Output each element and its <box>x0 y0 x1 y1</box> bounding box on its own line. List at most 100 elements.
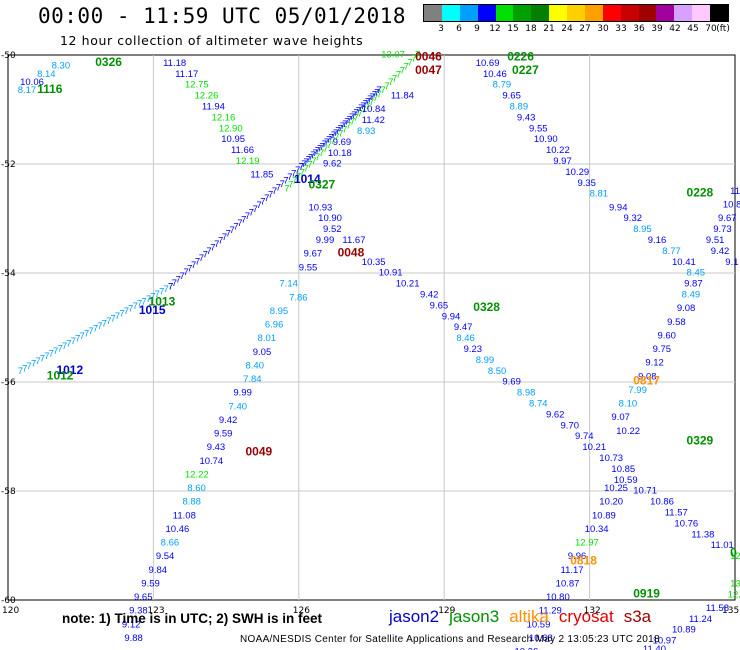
track-mark: 7 <box>334 132 339 143</box>
legend-jason3: jason3 <box>449 607 500 626</box>
swh-values: 8.308.1410.068.1711.1811.1712.7512.2611.… <box>18 50 740 650</box>
track-mark: 7 <box>53 346 58 357</box>
color-swatch <box>549 5 567 21</box>
swh-value: 12.16 <box>212 112 236 123</box>
swh-value: 9.55 <box>299 262 318 273</box>
swh-value: 9.69 <box>502 377 521 388</box>
track-mark: 7 <box>110 314 115 325</box>
track-mark: 7 <box>344 117 349 128</box>
track-mark: 7 <box>57 343 62 354</box>
track-mark: 7 <box>18 366 23 377</box>
track-mark: 7 <box>222 232 227 243</box>
color-scale-label: 36 <box>633 24 645 34</box>
swh-value: 9.62 <box>323 159 342 170</box>
track-mark: 7 <box>301 159 306 170</box>
track-mark: 7 <box>288 179 293 190</box>
lat-tick-label: -52 <box>1 160 16 170</box>
swh-value: 9.69 <box>333 137 352 148</box>
swh-value: 8.95 <box>633 224 652 235</box>
swh-value: 9.67 <box>718 213 737 224</box>
time-label: 1012 <box>47 368 74 382</box>
track-mark: 7 <box>191 260 196 271</box>
track-mark: 7 <box>326 135 331 146</box>
swh-value: 9.1 <box>725 257 738 268</box>
swh-value: 11.17 <box>561 565 584 576</box>
swh-value: 10.71 <box>633 486 657 497</box>
swh-value: 9.12 <box>645 358 664 369</box>
swh-value: 9.54 <box>156 551 175 562</box>
swh-value: 10.89 <box>672 625 696 636</box>
color-scale-labels: 3 6 9 12 15 18 21 24 27 30 33 36 39 42 45 70 (ft) <box>423 22 730 36</box>
track-mark: 7 <box>260 197 265 208</box>
swh-value: 8.01 <box>258 333 277 344</box>
swh-value: 9.88 <box>124 633 143 644</box>
swh-value: 11.94 <box>202 102 225 113</box>
swh-value: 11.38 <box>691 529 714 540</box>
swh-value: 9.96 <box>568 551 587 562</box>
track-mark: 7 <box>351 110 356 121</box>
track-mark: 7 <box>369 97 374 108</box>
track-mark: 7 <box>411 54 416 65</box>
swh-value: 8.95 <box>270 306 289 317</box>
swh-value: 10.97 <box>653 636 677 647</box>
swh-value: 10.46 <box>166 524 190 535</box>
swh-value: 8.74 <box>529 399 548 410</box>
track-mark: 7 <box>308 152 313 163</box>
track-mark: 7 <box>319 141 324 152</box>
swh-value: 8.89 <box>510 102 529 113</box>
swh-value: 10.91 <box>379 268 403 279</box>
lat-tick-label: -58 <box>1 487 16 497</box>
swh-value: 9.84 <box>149 565 168 576</box>
color-scale-label: 45 <box>687 24 699 34</box>
track-mark: 7 <box>374 87 379 98</box>
track-mark: 7 <box>283 176 288 187</box>
time-label: 0227 <box>512 63 539 77</box>
swh-value: 9.43 <box>207 442 226 453</box>
swh-value: 10.29 <box>565 167 589 178</box>
swh-value: 9.59 <box>141 578 160 589</box>
swh-value: 10.25 <box>604 483 628 494</box>
swh-value: 11.40 <box>643 644 666 650</box>
swh-value: 10.34 <box>585 524 609 535</box>
track-mark: 7 <box>312 148 317 159</box>
swh-value: 12.75 <box>185 80 209 91</box>
swh-value: 9.60 <box>657 330 676 341</box>
swh-value: 7.99 <box>628 385 647 396</box>
swh-value: 10.26 <box>514 647 538 650</box>
track-mark: 7 <box>27 361 32 372</box>
swh-value: 9.70 <box>561 420 580 431</box>
time-label: 0818 <box>570 554 597 568</box>
track-mark: 7 <box>284 183 289 194</box>
swh-value: 9.52 <box>323 224 342 235</box>
color-swatch <box>424 5 442 21</box>
satellite-tracks: 7 7 7 7 7 7 7 7 7 7 7 7 7 7 7 7 7 7 7 7 7 7 7 7 7 7 7 7 7 7 7 7 7 7 777777… <box>18 50 421 377</box>
color-swatch <box>459 5 478 21</box>
swh-value: 10.41 <box>672 257 696 268</box>
track-mark: 7 <box>276 183 281 194</box>
time-label: 1116 <box>37 82 63 96</box>
map-title: 00:00 - 11:59 UTC 05/01/2018 <box>38 4 407 28</box>
swh-value: 8.17 <box>18 85 37 96</box>
track-mark: 7 <box>66 338 71 349</box>
track-mark: 7 <box>150 291 155 302</box>
lat-tick-label: -54 <box>1 269 16 279</box>
swh-value: 9.94 <box>609 202 628 213</box>
track-mark: 7 <box>264 193 269 204</box>
color-swatch <box>656 5 675 21</box>
track-mark: 7 <box>315 146 320 157</box>
swh-value: 8.81 <box>590 189 609 200</box>
color-swatch <box>602 5 621 21</box>
track-mark: 7 <box>214 239 219 250</box>
track-mark: 7 <box>280 179 285 190</box>
track-mark: 7 <box>388 77 393 88</box>
track-mark: 7 <box>187 264 192 275</box>
swh-value: 9.94 <box>442 311 461 322</box>
swh-value: 9.51 <box>706 235 725 246</box>
swh-value: 10.87 <box>556 578 580 589</box>
color-scale-label: 33 <box>615 24 627 34</box>
time-label: 0326 <box>95 55 122 69</box>
track-mark: 7 <box>84 329 89 340</box>
color-swatch <box>513 5 532 21</box>
legend-jason2: jason2 <box>389 607 440 626</box>
swh-value: 9.35 <box>577 178 596 189</box>
